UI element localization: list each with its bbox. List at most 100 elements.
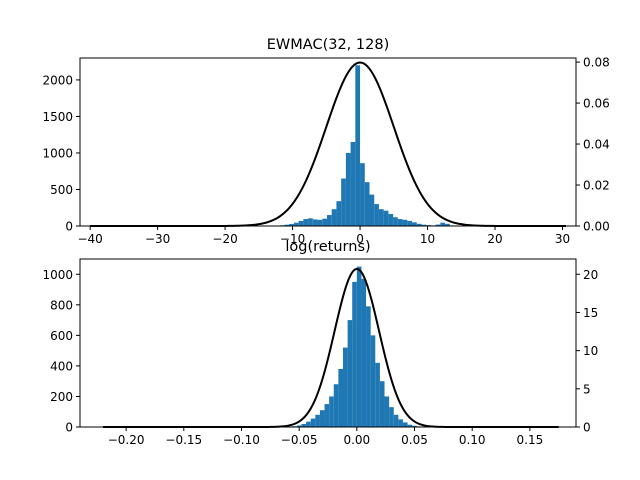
histogram-bar xyxy=(342,347,348,427)
x-axis-ticks: −40 −30 −20 −10 0 10 20 30 xyxy=(77,226,570,246)
y-tick-label: 1500 xyxy=(42,110,73,124)
y-axis-ticks: 0 500 1000 1500 2000 xyxy=(42,73,80,234)
histogram-bar xyxy=(366,306,371,427)
histogram-bar xyxy=(383,210,389,226)
histogram-bars xyxy=(275,65,464,226)
histogram-bar xyxy=(326,215,332,226)
y-tick-label: 1000 xyxy=(42,146,73,160)
y2-tick-label: 0.08 xyxy=(583,56,610,70)
y-tick-label: 1000 xyxy=(42,268,73,282)
x-tick-label: 0 xyxy=(356,232,364,246)
subplot-ewmac: −40 −30 −20 −10 0 10 20 30 0 500 1000 1500 2000 0.0… xyxy=(42,37,609,246)
histogram-bar xyxy=(338,368,343,427)
histogram-bar xyxy=(379,381,385,427)
histogram-bar xyxy=(364,182,370,226)
x-tick-label: −10 xyxy=(280,232,305,246)
histogram-bar xyxy=(361,278,367,427)
x-tick-label: −0.20 xyxy=(108,433,145,447)
histogram-bar xyxy=(296,425,302,427)
histogram-bar xyxy=(333,384,339,427)
histogram-bar xyxy=(407,424,413,427)
histogram-bar xyxy=(402,422,408,427)
subplot-log-returns: −0.20 −0.15 −0.10 −0.05 0.00 0.05 0.10 0.15 0 20… xyxy=(42,239,598,447)
histogram-bar xyxy=(310,418,316,427)
histogram-bar xyxy=(393,414,399,427)
histogram-bar xyxy=(435,224,441,226)
histogram-bar xyxy=(440,222,446,226)
histogram-bar xyxy=(416,223,422,226)
histogram-bar xyxy=(369,194,375,226)
histogram-bar xyxy=(421,224,427,226)
secondary-y-axis-ticks: 0 5 10 15 20 xyxy=(576,268,598,435)
histogram-bar xyxy=(370,335,376,427)
x-tick-label: 20 xyxy=(487,232,502,246)
y2-tick-label: 0.02 xyxy=(583,179,610,193)
histogram-bar xyxy=(317,219,323,226)
histogram-bar xyxy=(322,218,327,226)
y-tick-label: 0 xyxy=(65,421,73,435)
histogram-bar xyxy=(393,217,398,226)
histogram-bar xyxy=(355,65,361,226)
histogram-bars xyxy=(292,266,422,427)
x-tick-label: 0.05 xyxy=(401,433,428,447)
y-tick-label: 800 xyxy=(50,298,73,312)
histogram-bar xyxy=(319,410,325,427)
x-tick-label: −0.05 xyxy=(281,433,318,447)
histogram-bar xyxy=(356,266,362,427)
histogram-bar xyxy=(345,152,351,226)
histogram-bar xyxy=(374,204,379,226)
histogram-bar xyxy=(412,222,417,226)
x-axis-ticks: −0.20 −0.15 −0.10 −0.05 0.00 0.05 0.10 0.15 xyxy=(108,427,543,447)
y2-tick-label: 0.00 xyxy=(583,220,610,234)
y-tick-label: 0 xyxy=(65,220,73,234)
histogram-bar xyxy=(378,209,384,226)
y-tick-label: 2000 xyxy=(42,73,73,87)
histogram-bar xyxy=(284,224,290,226)
axes-frame xyxy=(79,258,577,428)
x-tick-label: −0.10 xyxy=(223,433,260,447)
histogram-bar xyxy=(289,223,294,226)
histogram-bar xyxy=(398,419,403,427)
y-tick-label: 600 xyxy=(50,329,73,343)
histogram-bar xyxy=(329,396,334,427)
x-tick-label: 0.10 xyxy=(459,433,486,447)
y2-tick-label: 20 xyxy=(583,268,598,282)
histogram-bar xyxy=(384,396,390,427)
histogram-bar xyxy=(336,201,342,226)
x-tick-label: −20 xyxy=(212,232,237,246)
y2-tick-label: 15 xyxy=(583,306,598,320)
x-tick-label: −40 xyxy=(77,232,102,246)
histogram-bar xyxy=(388,213,394,226)
y-tick-label: 400 xyxy=(50,359,73,373)
x-tick-label: 30 xyxy=(555,232,570,246)
histogram-bar xyxy=(412,425,417,427)
histogram-bar xyxy=(402,219,408,226)
histogram-bar xyxy=(293,222,299,226)
y2-tick-label: 5 xyxy=(583,382,591,396)
x-tick-label: 0.15 xyxy=(517,433,544,447)
histogram-bar xyxy=(324,404,330,427)
axes-frame xyxy=(79,57,577,227)
chart-title: EWMAC(32, 128) xyxy=(267,37,389,53)
y2-tick-label: 0.04 xyxy=(583,138,610,152)
histogram-bar xyxy=(341,178,346,226)
y2-tick-label: 0.06 xyxy=(583,97,610,111)
x-tick-label: −30 xyxy=(145,232,170,246)
x-tick-label: 0.00 xyxy=(343,433,370,447)
histogram-bar xyxy=(331,209,337,226)
histogram-bar xyxy=(301,423,307,427)
y2-tick-label: 0 xyxy=(583,421,591,435)
x-tick-label: −0.15 xyxy=(165,433,202,447)
histogram-bar xyxy=(347,320,353,427)
histogram-bar xyxy=(445,223,450,226)
histogram-bar xyxy=(360,163,365,226)
histogram-bar xyxy=(312,219,318,226)
histogram-bar xyxy=(308,218,313,226)
histogram-bar xyxy=(298,220,304,226)
histogram-bar xyxy=(375,362,380,427)
y-tick-label: 200 xyxy=(50,390,73,404)
x-tick-label: 10 xyxy=(420,232,435,246)
histogram-bar xyxy=(306,421,311,427)
